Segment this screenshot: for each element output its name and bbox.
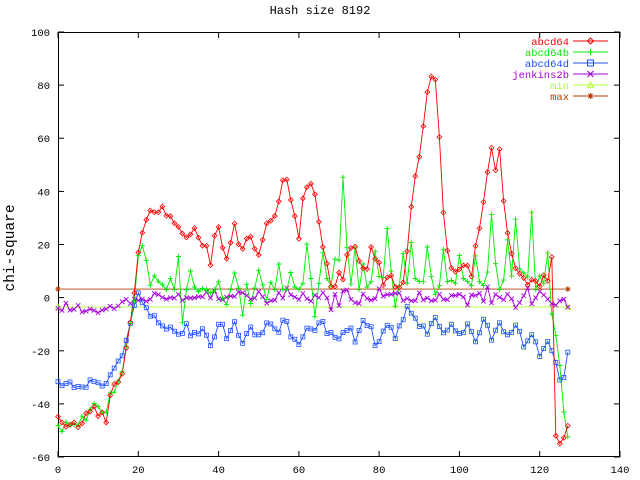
svg-text:100: 100 xyxy=(31,28,50,40)
svg-text:-40: -40 xyxy=(31,400,50,412)
svg-text:20: 20 xyxy=(37,241,50,253)
svg-text:max: max xyxy=(550,92,569,104)
svg-text:chi-square: chi-square xyxy=(3,204,19,291)
svg-text:120: 120 xyxy=(530,465,549,477)
svg-text:60: 60 xyxy=(293,465,306,477)
svg-text:Hash size 8192: Hash size 8192 xyxy=(270,4,371,18)
svg-text:80: 80 xyxy=(37,81,50,93)
svg-text:40: 40 xyxy=(37,187,50,199)
svg-text:-20: -20 xyxy=(31,347,50,359)
svg-text:0: 0 xyxy=(55,465,61,477)
svg-text:-60: -60 xyxy=(31,453,50,465)
svg-text:100: 100 xyxy=(450,465,469,477)
svg-text:20: 20 xyxy=(132,465,145,477)
svg-text:140: 140 xyxy=(611,465,630,477)
svg-text:80: 80 xyxy=(373,465,386,477)
svg-text:0: 0 xyxy=(44,294,50,306)
svg-text:60: 60 xyxy=(37,134,50,146)
svg-text:40: 40 xyxy=(212,465,225,477)
